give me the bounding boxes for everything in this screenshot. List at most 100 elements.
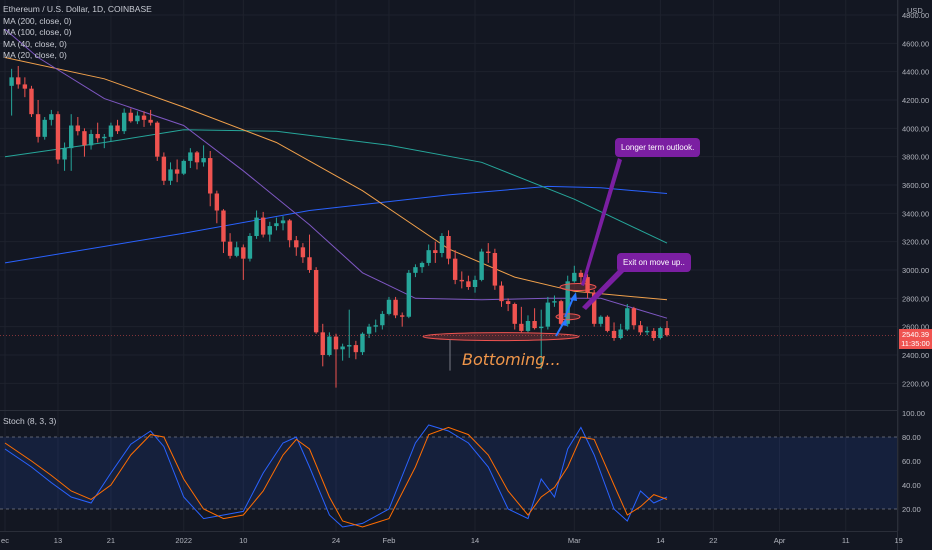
candle-body	[558, 301, 564, 324]
candle-body	[578, 272, 584, 278]
candle-body	[135, 115, 140, 122]
candle-body	[347, 345, 352, 347]
moving-average-lines	[4, 28, 668, 319]
symbol-title[interactable]: Ethereum / U.S. Dollar, 1D, COINBASE	[3, 4, 152, 14]
time-tick-label: 2022	[175, 536, 192, 545]
time-tick-label: Mar	[568, 536, 581, 545]
candle-body	[419, 262, 425, 268]
candle-body	[598, 316, 603, 324]
candle-body	[525, 321, 531, 331]
candle-body	[572, 272, 577, 282]
price-tick-label: 2600.00	[902, 323, 929, 332]
candle-body	[62, 148, 67, 160]
last-price-tag: 2540.39 11:35:00	[899, 329, 932, 349]
legend-ma200[interactable]: MA (200, close, 0)	[3, 15, 72, 26]
arrow-2-head	[570, 292, 577, 301]
candle-body	[479, 251, 484, 280]
stoch-tick-label: 80.00	[902, 433, 921, 442]
candle-body	[35, 114, 41, 137]
candle-body	[75, 125, 81, 132]
candle-body	[400, 315, 405, 317]
candle-body	[254, 217, 259, 236]
candle-body	[42, 119, 47, 137]
candle-body	[307, 257, 312, 270]
stoch-line-d	[4, 426, 668, 528]
candle-body	[611, 330, 617, 338]
stoch-tick-label: 20.00	[902, 505, 921, 514]
candle-body	[16, 77, 21, 85]
line-ma40	[4, 57, 668, 301]
legend-ma100[interactable]: MA (100, close, 0)	[3, 27, 72, 38]
candle-body	[539, 326, 544, 329]
candle-body	[638, 325, 643, 333]
candle-body	[115, 125, 120, 132]
time-tick-label: 24	[332, 536, 340, 545]
stoch-pane	[0, 424, 897, 528]
candle-body	[174, 169, 180, 174]
candle-body	[168, 169, 173, 181]
time-axis[interactable]: ec132120221024Feb14Mar1422Apr1119May9	[1, 536, 932, 545]
legend-ma20[interactable]: MA (20, close, 0)	[3, 50, 67, 61]
callout-long-pointer	[581, 158, 622, 286]
callout-exit[interactable]: Exit on move up..	[617, 253, 691, 272]
time-tick-label: 11	[842, 536, 850, 545]
candle-body	[121, 112, 127, 132]
stoch-axis[interactable]: 100.00 80.00 60.00 40.00 20.00	[902, 409, 925, 514]
candle-body	[644, 330, 650, 333]
candle-body	[618, 329, 623, 338]
candle-body	[631, 308, 637, 326]
candle-body	[227, 241, 233, 256]
stoch-legend[interactable]: Stoch (8, 3, 3)	[3, 416, 57, 426]
line-ma100	[4, 129, 668, 244]
line-ma200	[4, 185, 668, 264]
candle-body	[29, 88, 34, 115]
price-tick-label: 3000.00	[902, 266, 929, 275]
price-tick-label: 3800.00	[902, 153, 929, 162]
price-tick-label: 2400.00	[902, 351, 929, 360]
candle-body	[313, 270, 319, 333]
candle-body	[519, 323, 524, 331]
time-tick-label: 21	[107, 536, 115, 545]
annotation-drawings	[422, 158, 624, 371]
currency-label: USD	[907, 6, 923, 15]
callout-longer-term[interactable]: Longer term outlook.	[615, 138, 701, 157]
candle-body	[287, 220, 292, 241]
price-tick-label: 4200.00	[902, 96, 929, 105]
candle-body	[373, 325, 378, 327]
time-tick-label: 14	[656, 536, 664, 545]
time-tick-label: 19	[895, 536, 903, 545]
legend-ma40[interactable]: MA (40, close, 0)	[3, 38, 67, 49]
target-ellipse-1	[555, 313, 581, 321]
price-axis[interactable]: 4800.00 4600.00 4400.00 4200.00 4000.00 3800.…	[902, 11, 929, 388]
candle-body	[393, 299, 398, 316]
indicator-legend[interactable]: Ethereum / U.S. Dollar, 1D, COINBASE MA …	[3, 4, 152, 62]
candle-body	[148, 119, 153, 123]
time-tick-label: Apr	[774, 536, 786, 545]
candle-body	[406, 272, 412, 317]
bottom-ellipse	[422, 332, 580, 342]
candle-body	[664, 328, 670, 336]
candle-body	[155, 122, 160, 157]
arrow-1-head	[561, 318, 567, 326]
candle-body	[472, 279, 478, 287]
bottoming-text[interactable]: Bottoming...	[462, 350, 561, 369]
candle-body	[234, 247, 239, 256]
candle-body	[651, 330, 656, 338]
last-price-value: 2540.39	[901, 330, 930, 339]
price-tick-label: 4400.00	[902, 68, 929, 77]
candle-body	[320, 332, 325, 355]
candle-body	[439, 236, 445, 253]
candle-body	[95, 134, 100, 139]
candle-body	[294, 240, 299, 248]
candle-body	[446, 236, 451, 259]
price-tick-label: 4600.00	[902, 39, 929, 48]
grid-lines	[0, 0, 900, 531]
candle-body	[413, 267, 418, 273]
candle-body	[552, 301, 557, 303]
candle-body	[353, 345, 359, 353]
price-tick-label: 2200.00	[902, 379, 929, 388]
candle-body	[201, 158, 206, 163]
price-tick-label: 4000.00	[902, 124, 929, 133]
